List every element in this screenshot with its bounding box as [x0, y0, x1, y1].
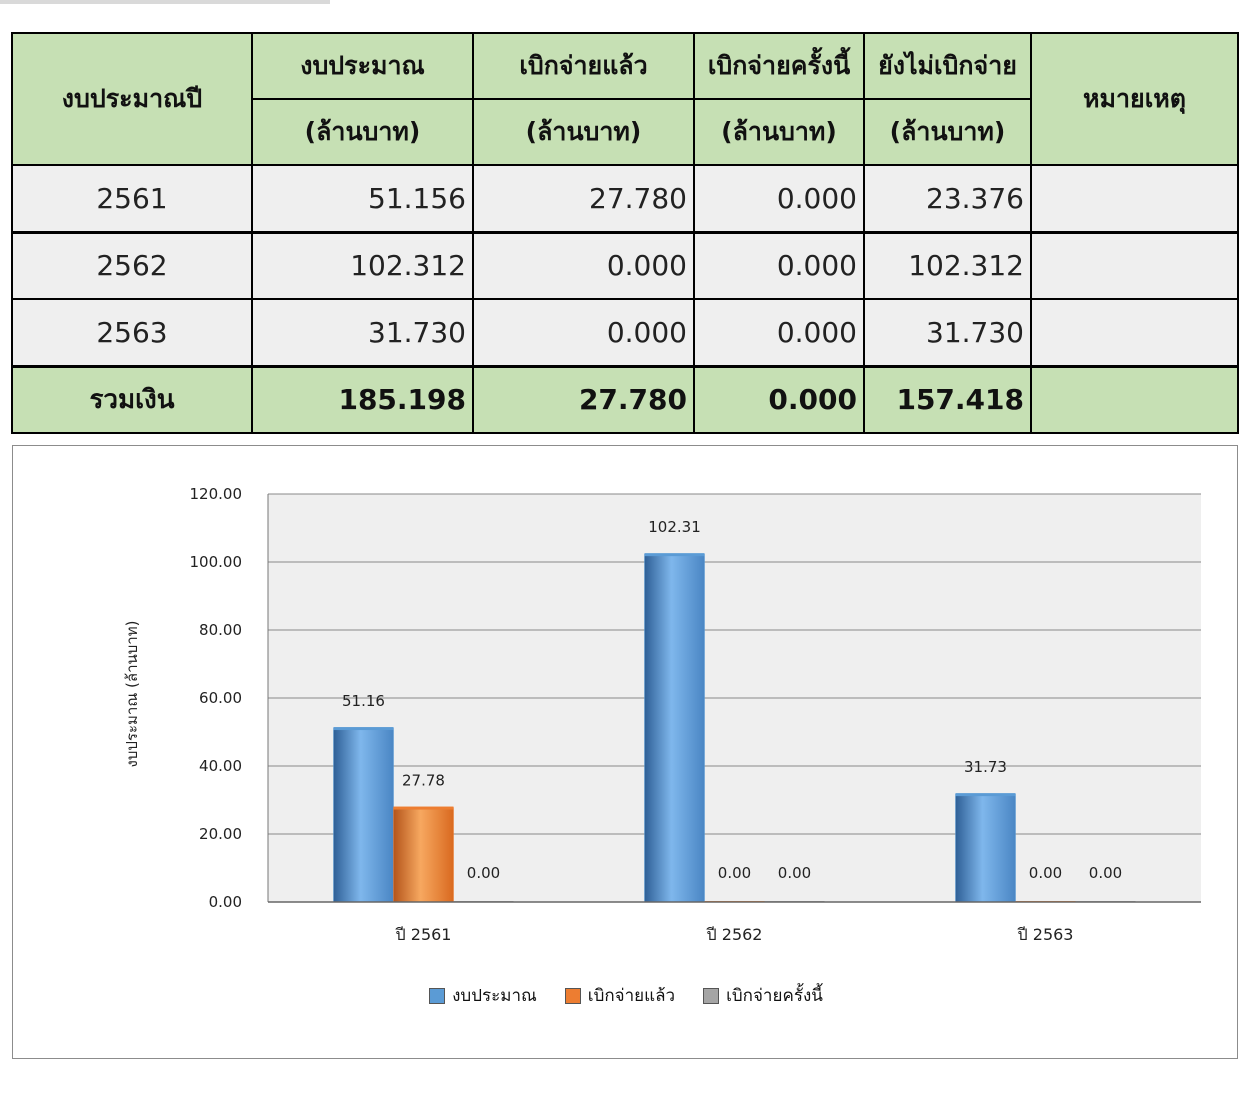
header-remark: หมายเหตุ [1030, 32, 1239, 166]
cell-budget: 31.730 [251, 298, 474, 367]
legend-swatch [429, 987, 446, 1004]
cell-budget: 51.156 [251, 164, 474, 233]
cell-this-time: 0.000 [693, 230, 865, 300]
y-tick-label: 100.00 [190, 553, 243, 571]
y-tick-label: 120.00 [190, 485, 243, 503]
data-label: 27.78 [402, 772, 445, 790]
legend-item: เบิกจ่ายครั้งนี้ [703, 982, 823, 1009]
total-label: รวมเงิน [11, 364, 253, 434]
bar [333, 727, 394, 903]
data-label: 51.16 [342, 692, 385, 710]
total-this-time: 0.000 [693, 364, 865, 434]
cell-disbursed: 0.000 [472, 298, 695, 367]
legend-label: เบิกจ่ายครั้งนี้ [726, 986, 823, 1006]
chart-container: 0.00 20.00 40.00 60.00 80.00 100.00 120.00 51.1… [12, 445, 1238, 1059]
header-row-1: งบประมาณปี งบประมาณ เบิกจ่ายแล้ว เบิกจ่า… [11, 32, 1239, 166]
header-this-time: เบิกจ่ายครั้งนี้ [693, 32, 865, 100]
bar-top [955, 793, 1016, 797]
chart-legend: งบประมาณ เบิกจ่ายแล้ว เบิกจ่ายครั้งนี้ [13, 982, 1239, 1009]
bar [955, 793, 1016, 903]
unit-budget: (ล้านบาท) [251, 98, 474, 166]
table-row: 2563 31.730 0.000 0.000 31.730 [11, 298, 1239, 367]
cell-year: 2561 [11, 164, 253, 233]
legend-item: งบประมาณ [429, 982, 537, 1009]
cell-not-disbursed: 31.730 [863, 298, 1032, 367]
cell-this-time: 0.000 [693, 164, 865, 233]
total-budget: 185.198 [251, 364, 474, 434]
y-tick-label: 20.00 [199, 825, 242, 843]
legend-label: งบประมาณ [452, 986, 537, 1006]
table-row: 2561 51.156 27.780 0.000 23.376 [11, 164, 1239, 233]
bar-top [393, 806, 454, 810]
header-row-2: (ล้านบาท) (ล้านบาท) (ล้านบาท) (ล้านบาท) [12, 98, 1238, 166]
header-disbursed: เบิกจ่ายแล้ว [472, 32, 695, 100]
y-tick-label: 60.00 [199, 689, 242, 707]
header-year: งบประมาณปี [11, 32, 253, 166]
cell-remark [1030, 164, 1239, 233]
unit-not-disbursed: (ล้านบาท) [863, 98, 1032, 166]
bar-top [644, 553, 705, 557]
legend-item: เบิกจ่ายแล้ว [564, 982, 676, 1009]
cell-this-time: 0.000 [693, 298, 865, 367]
data-label: 0.00 [1029, 864, 1062, 882]
cell-remark [1030, 298, 1239, 367]
bar-top [333, 727, 394, 731]
y-tick-label: 80.00 [199, 621, 242, 639]
unit-this-time: (ล้านบาท) [693, 98, 865, 166]
bar-chart: 0.00 20.00 40.00 60.00 80.00 100.00 120.00 51.1… [123, 485, 1201, 944]
x-tick-label: ปี 2562 [706, 925, 762, 944]
header-not-disbursed: ยังไม่เบิกจ่าย [863, 32, 1032, 100]
table-row: 2562 102.312 0.000 0.000 102.312 [11, 230, 1239, 300]
bar [644, 553, 705, 903]
data-label: 31.73 [964, 758, 1007, 776]
y-tick-label: 40.00 [199, 757, 242, 775]
unit-disbursed: (ล้านบาท) [472, 98, 695, 166]
cell-budget: 102.312 [251, 230, 474, 300]
data-label: 102.31 [648, 518, 701, 536]
total-remark [1030, 364, 1239, 434]
cell-year: 2563 [11, 298, 253, 367]
y-axis-label: งบประมาณ (ล้านบาท) [123, 621, 141, 768]
legend-swatch [564, 987, 581, 1004]
data-label: 0.00 [1089, 864, 1122, 882]
cell-year: 2562 [11, 230, 253, 300]
y-tick-label: 0.00 [209, 893, 242, 911]
x-tick-label: ปี 2563 [1017, 925, 1073, 944]
top-rule [0, 0, 330, 4]
total-disbursed: 27.780 [472, 364, 695, 434]
data-label: 0.00 [778, 864, 811, 882]
total-row: รวมเงิน 185.198 27.780 0.000 157.418 [11, 364, 1239, 434]
cell-not-disbursed: 23.376 [863, 164, 1032, 233]
cell-disbursed: 0.000 [472, 230, 695, 300]
total-not-disbursed: 157.418 [863, 364, 1032, 434]
budget-table: งบประมาณปี งบประมาณ เบิกจ่ายแล้ว เบิกจ่า… [11, 32, 1239, 434]
cell-disbursed: 27.780 [472, 164, 695, 233]
data-label: 0.00 [467, 864, 500, 882]
header-budget: งบประมาณ [251, 32, 474, 100]
data-label: 0.00 [718, 864, 751, 882]
cell-not-disbursed: 102.312 [863, 230, 1032, 300]
legend-swatch [703, 987, 720, 1004]
cell-remark [1030, 230, 1239, 300]
x-tick-label: ปี 2561 [395, 925, 451, 944]
legend-label: เบิกจ่ายแล้ว [587, 986, 676, 1006]
bar [393, 807, 454, 903]
